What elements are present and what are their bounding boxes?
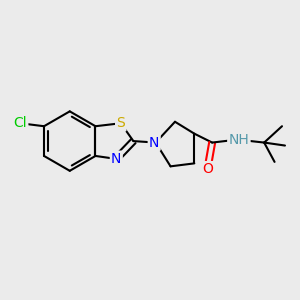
Text: Cl: Cl [14,116,27,130]
Text: S: S [116,116,125,130]
Text: N: N [111,152,122,166]
Text: N: N [149,136,159,150]
Text: O: O [202,162,213,176]
Text: NH: NH [229,133,249,147]
